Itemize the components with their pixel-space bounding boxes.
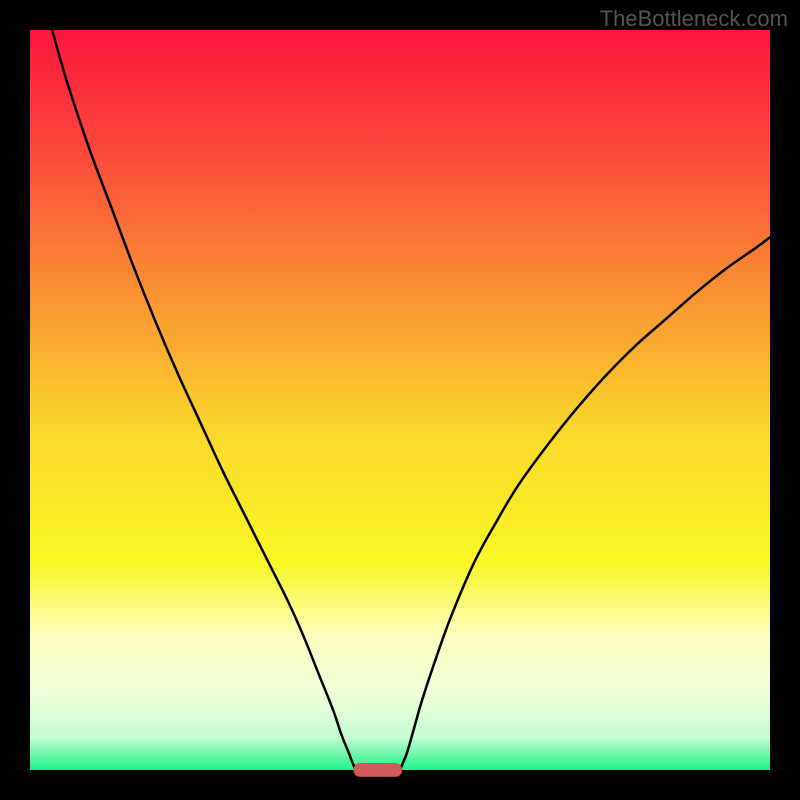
marker-group xyxy=(354,763,402,776)
bottleneck-chart xyxy=(0,0,800,800)
chart-plot-bg xyxy=(30,30,770,770)
min-marker xyxy=(354,763,402,776)
watermark-text: TheBottleneck.com xyxy=(600,6,788,32)
chart-container: TheBottleneck.com xyxy=(0,0,800,800)
